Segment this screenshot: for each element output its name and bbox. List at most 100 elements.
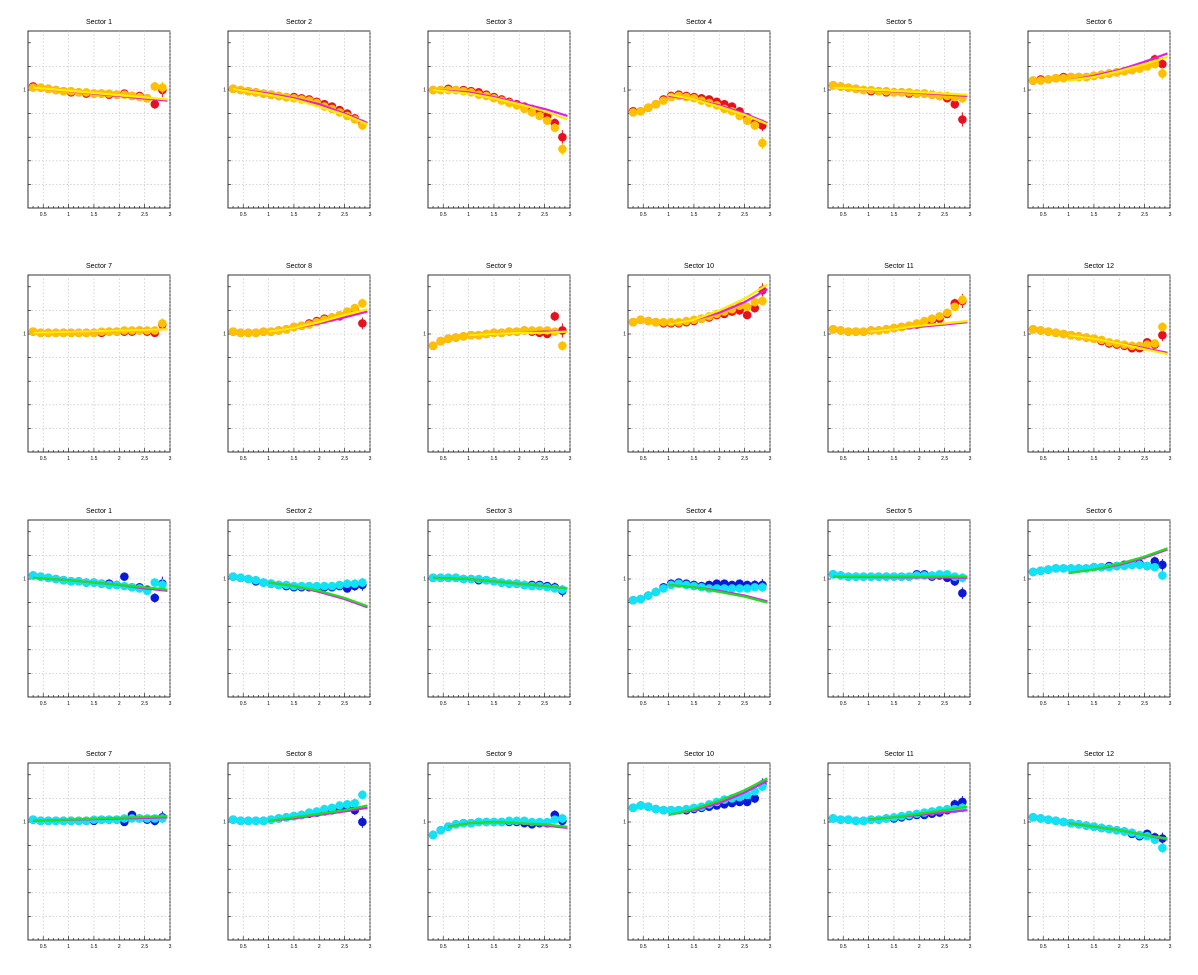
- x-tick-label: 2: [718, 944, 721, 950]
- x-tick-label: 1.5: [290, 212, 297, 218]
- sector-plot: Sector 7 0.5 1 1.5 2 2.5 3 1: [23, 263, 171, 462]
- data-point: [358, 299, 367, 308]
- data-point: [651, 317, 661, 327]
- plot-frame: [227, 519, 371, 698]
- x-tick-label: 1: [67, 944, 70, 950]
- fit-curve: [268, 581, 368, 608]
- data-point: [342, 579, 352, 589]
- x-tick-label: 2: [318, 701, 321, 707]
- x-tick-label: 2.5: [541, 456, 548, 462]
- fit-curve: [868, 319, 968, 333]
- x-tick-label: 1.5: [1090, 456, 1097, 462]
- fit-curve: [468, 330, 568, 337]
- sector-plot: Sector 10 0.5 1 1.5 2 2.5 3 1: [623, 751, 771, 950]
- data-point: [228, 815, 238, 824]
- data-point: [742, 116, 752, 125]
- x-tick-label: 2: [1118, 456, 1121, 462]
- x-tick-label: 2: [118, 456, 121, 462]
- data-point: [659, 584, 668, 593]
- data-point: [312, 581, 322, 591]
- x-tick-label: 2: [518, 212, 521, 218]
- data-point: [535, 111, 544, 121]
- data-point: [935, 312, 944, 321]
- x-tick-label: 1: [467, 944, 470, 950]
- plot-title: Sector 2: [286, 19, 312, 26]
- x-tick-label: 2.5: [541, 701, 548, 707]
- data-point: [251, 328, 261, 338]
- y-tick-label: 1: [823, 88, 826, 94]
- y-tick-label: 1: [1023, 88, 1026, 94]
- sector-plot: Sector 9 0.5 1 1.5 2 2.5 3 1: [423, 751, 571, 950]
- y-tick-label: 1: [423, 820, 426, 826]
- x-tick-label: 1.5: [490, 701, 497, 707]
- x-tick-label: 3: [769, 212, 772, 218]
- data-point: [958, 588, 967, 598]
- x-tick-label: 3: [769, 456, 772, 462]
- data-point: [74, 328, 84, 338]
- data-point: [643, 802, 653, 811]
- data-point: [666, 805, 676, 815]
- x-tick-label: 3: [569, 456, 572, 462]
- x-tick-label: 0.5: [240, 456, 247, 462]
- x-tick-label: 1.5: [90, 944, 97, 950]
- x-tick-label: 0.5: [840, 212, 847, 218]
- sector-plot: Sector 2 0.5 1 1.5 2 2.5 3 1: [223, 19, 372, 218]
- x-tick-label: 1: [1067, 701, 1070, 707]
- data-point: [1158, 571, 1167, 580]
- data-point: [1150, 557, 1160, 566]
- x-tick-label: 3: [369, 701, 372, 707]
- x-tick-label: 0.5: [240, 212, 247, 218]
- x-tick-label: 3: [369, 212, 372, 218]
- x-tick-label: 3: [169, 701, 172, 707]
- fit-curve: [268, 308, 368, 333]
- y-tick-label: 1: [1023, 332, 1026, 338]
- plot-frame: [1027, 30, 1171, 209]
- plot-frame: [1027, 762, 1171, 941]
- data-point: [836, 326, 845, 335]
- data-point: [735, 584, 744, 593]
- plot-title: Sector 3: [486, 19, 512, 26]
- data-point: [1043, 75, 1053, 84]
- x-tick-label: 3: [369, 456, 372, 462]
- data-point: [851, 816, 861, 826]
- sector-plot: Sector 3 0.5 1 1.5 2 2.5 3 1: [423, 19, 571, 218]
- plot-frame: [27, 519, 171, 698]
- y-tick-label: 1: [1023, 577, 1026, 583]
- y-tick-label: 1: [423, 332, 426, 338]
- data-point: [1036, 76, 1045, 85]
- data-point: [150, 578, 160, 587]
- data-point: [428, 830, 438, 840]
- sector-plot: Sector 6 0.5 1 1.5 2 2.5 3 1: [1023, 19, 1171, 218]
- data-point: [742, 302, 752, 312]
- data-point: [958, 295, 967, 305]
- data-point: [550, 815, 560, 824]
- data-point: [1158, 843, 1167, 853]
- x-tick-label: 2: [1118, 212, 1121, 218]
- fit-curve: [433, 576, 568, 590]
- data-point: [950, 302, 960, 312]
- fit-curve: [868, 805, 968, 821]
- data-point: [150, 99, 160, 109]
- data-point: [1028, 812, 1038, 822]
- data-point: [1028, 567, 1038, 577]
- sector-plot: Sector 5 0.5 1 1.5 2 2.5 3 1: [823, 19, 971, 218]
- plot-title: Sector 7: [86, 263, 112, 270]
- plot-frame: [427, 519, 571, 698]
- sector-plot: Sector 8 0.5 1 1.5 2 2.5 3 1: [223, 263, 372, 462]
- x-tick-label: 1: [467, 212, 470, 218]
- x-tick-label: 1: [67, 701, 70, 707]
- data-point: [1051, 328, 1061, 338]
- plot-frame: [427, 274, 571, 453]
- x-tick-label: 1.5: [290, 456, 297, 462]
- data-point: [228, 572, 238, 581]
- x-tick-label: 1: [467, 456, 470, 462]
- x-tick-label: 2: [918, 701, 921, 707]
- x-tick-label: 1: [867, 212, 870, 218]
- fit-curve: [1068, 55, 1168, 82]
- data-point: [89, 328, 99, 338]
- sector-plot: Sector 11 0.5 1 1.5 2 2.5 3 1: [823, 751, 971, 950]
- data-point: [436, 336, 445, 346]
- x-tick-label: 1: [1067, 212, 1070, 218]
- data-point: [727, 584, 737, 593]
- data-point: [236, 816, 245, 826]
